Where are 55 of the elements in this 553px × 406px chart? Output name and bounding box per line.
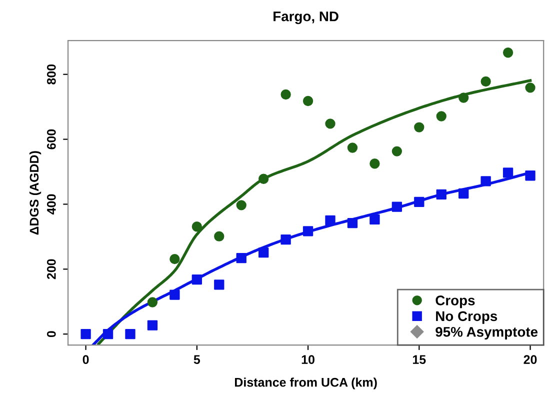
point [258,247,269,258]
point [214,231,224,242]
y-tick-label: 800 [46,64,56,84]
x-tick-label: 5 [194,355,200,364]
point [392,146,402,156]
point [80,328,91,340]
point [280,234,291,245]
point [414,122,424,132]
point [236,200,246,210]
point [347,142,358,153]
point [325,215,336,226]
point [525,170,536,181]
y-tick-label: 600 [46,129,56,150]
point [302,226,314,236]
point [436,111,446,122]
point [370,158,380,169]
point [192,274,202,285]
point [480,176,491,186]
point [370,214,380,225]
point [214,280,224,290]
point [436,189,446,200]
point [392,202,402,212]
point [125,328,136,340]
point [147,297,158,308]
point [414,196,424,208]
legend-label: Crops [436,296,475,308]
point [502,48,514,58]
point [236,253,246,264]
point [525,82,536,93]
x-axis-title: Distance from UCA (km) [234,378,377,390]
point [480,76,491,87]
legend-label: No Crops [436,311,498,324]
y-tick-label: 0 [46,331,56,338]
y-tick-label: 200 [46,259,56,280]
point [502,168,514,178]
y-tick-label: 400 [46,194,56,214]
point [458,92,469,103]
point [147,320,158,330]
y-axis-title: ΔDGS (AGDD) [29,151,42,235]
point [192,222,202,232]
point [280,89,291,100]
x-tick-label: 15 [412,355,426,364]
point [347,218,358,228]
x-tick-label: 20 [524,355,537,364]
x-tick-label: 0 [82,355,89,364]
point [102,328,114,340]
point [258,174,269,184]
point [170,254,180,264]
point [170,290,180,300]
point [458,188,469,199]
legend-label: 95% Asymptote [436,326,538,340]
point [302,96,314,106]
chart-title: Fargo, ND [274,12,338,24]
point [325,118,336,129]
x-tick-label: 10 [302,355,314,364]
